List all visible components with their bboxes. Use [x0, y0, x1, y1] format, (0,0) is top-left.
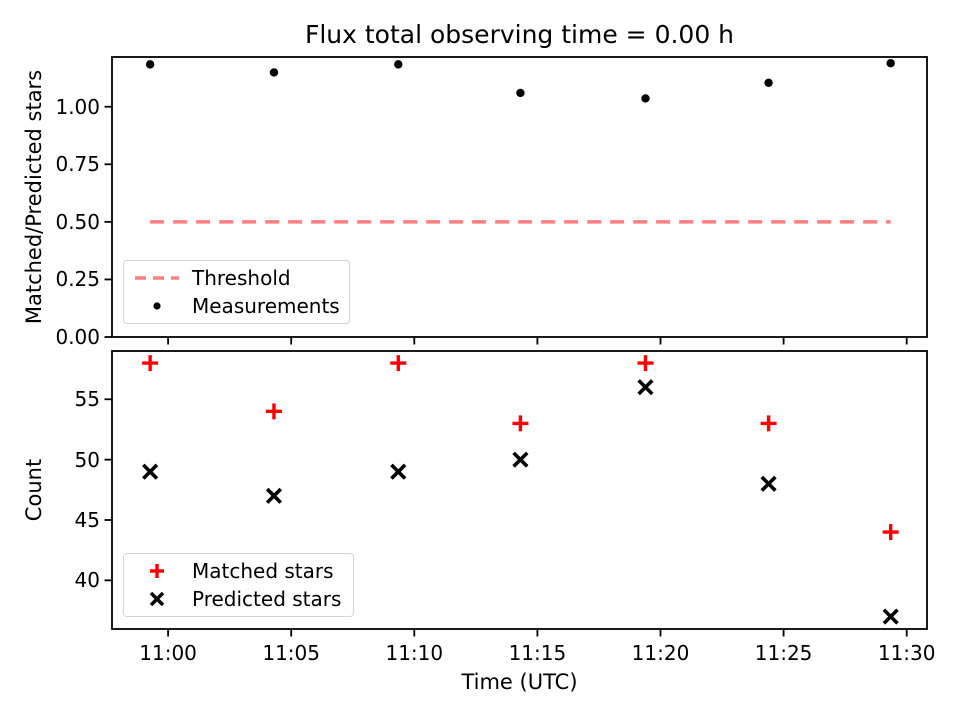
measurement-dot [886, 59, 895, 68]
bottom-y-tick-label: 50 [74, 447, 100, 472]
chart-title: Flux total observing time = 0.00 h [304, 20, 735, 49]
legend-item-measurements: Measurements [134, 293, 340, 318]
predicted-stars-marker [512, 451, 529, 468]
bottom-y-tick-label: 55 [74, 387, 100, 412]
legend-label-threshold: Threshold [192, 266, 291, 291]
x-tick-label: 11:25 [754, 641, 813, 665]
legend-label-matched-stars: Matched stars [192, 559, 334, 584]
x-marker-icon [134, 590, 180, 608]
dot-marker-icon [134, 300, 180, 312]
x-tick-label: 11:10 [385, 641, 444, 665]
legend-item-matched-stars: Matched stars [134, 559, 343, 583]
dashed-line-icon [134, 274, 180, 282]
x-tick-label: 11:30 [877, 641, 936, 665]
x-tick-label: 11:15 [508, 641, 567, 665]
measurement-dot [516, 88, 525, 98]
top-legend: Threshold Measurements [123, 260, 350, 324]
bottom-legend: Matched stars Predicted stars [123, 553, 354, 617]
top-plot-frame [111, 56, 928, 338]
predicted-stars-marker [637, 379, 654, 396]
top-y-tick-label: 0.50 [55, 209, 100, 234]
bottom-y-tick-label: 40 [74, 568, 100, 593]
matched-stars-marker [265, 403, 282, 420]
matched-stars-marker [390, 355, 407, 372]
bottom-plot-frame [111, 350, 928, 630]
measurement-dot [764, 78, 773, 87]
matched-stars-marker [882, 524, 899, 541]
legend-item-predicted-stars: Predicted stars [134, 587, 343, 611]
predicted-stars-marker [265, 487, 283, 504]
x-tick-label: 11:05 [262, 641, 320, 665]
matched-stars-marker [637, 355, 654, 372]
matched-stars-marker [142, 355, 159, 372]
measurement-dot [394, 60, 403, 69]
legend-label-predicted-stars: Predicted stars [192, 586, 342, 611]
plus-marker-icon [134, 562, 180, 580]
top-y-tick-label: 0.00 [55, 325, 100, 349]
top-y-tick-label: 0.25 [55, 267, 100, 292]
predicted-stars-marker [882, 608, 899, 625]
measurement-dot [269, 68, 279, 77]
measurement-dot [641, 94, 650, 103]
bottom-y-tick-label: 45 [74, 507, 100, 532]
legend-label-measurements: Measurements [192, 293, 340, 318]
predicted-stars-marker [390, 463, 407, 480]
top-y-tick-label: 0.75 [55, 152, 100, 177]
measurement-dot [145, 60, 155, 69]
predicted-stars-marker [142, 463, 159, 480]
x-axis-label: Time (UTC) [461, 670, 578, 694]
matched-stars-marker [760, 415, 777, 432]
x-tick-label: 11:00 [139, 641, 197, 665]
matched-stars-marker [512, 415, 529, 432]
predicted-stars-marker [760, 475, 777, 492]
x-tick-label: 11:20 [631, 641, 690, 665]
legend-item-threshold: Threshold [134, 266, 339, 290]
top-y-tick-label: 1.00 [55, 94, 100, 119]
